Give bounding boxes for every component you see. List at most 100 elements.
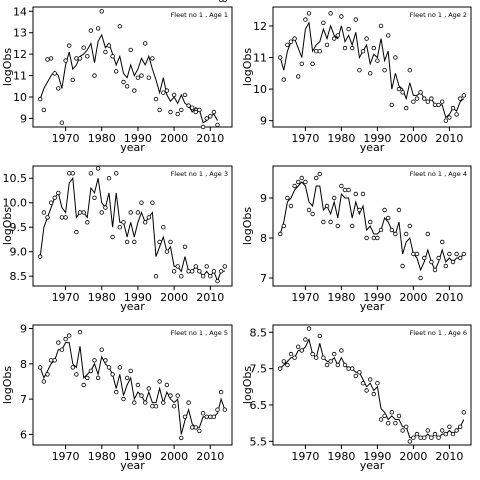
obs-point: [52, 358, 57, 363]
obs-point: [85, 220, 90, 225]
obs-point: [364, 36, 369, 41]
obs-point: [389, 227, 394, 233]
panel-age-1: Fleet no 1 , Age 1 1970 1980 1990 2000 2010 ye…: [1, 0, 233, 154]
obs-point: [179, 107, 184, 113]
obs-point: [458, 96, 463, 101]
obs-point: [432, 102, 438, 108]
y-tick-label: 6.5: [250, 399, 268, 412]
obs-point: [386, 421, 391, 426]
obs-point: [353, 191, 358, 197]
obs-point: [59, 120, 65, 125]
obs-point: [103, 49, 108, 55]
obs-point: [382, 207, 387, 213]
y-tick-label: 10.5: [3, 172, 28, 185]
x-tick-label: 2000: [399, 450, 427, 463]
x-tick-label: 1990: [124, 132, 152, 145]
obs-point: [218, 269, 224, 274]
obs-point: [168, 393, 173, 398]
obs-point: [371, 45, 376, 51]
obs-point: [440, 99, 445, 104]
obs-point: [350, 223, 355, 229]
obs-point: [432, 431, 438, 437]
obs-point: [396, 207, 402, 213]
obs-point: [70, 171, 75, 176]
obs-point: [328, 219, 333, 225]
obs-point: [303, 17, 308, 22]
obs-point: [139, 200, 144, 205]
obs-point: [121, 79, 126, 85]
obs-point: [153, 96, 159, 102]
obs-point: [339, 348, 344, 353]
obs-point: [342, 362, 348, 368]
panel-age-5: Fleet no 1 , Age 5 1970 1980 1990 2000 2010 ye…: [1, 323, 233, 472]
obs-point: [292, 355, 297, 360]
obs-point: [45, 215, 50, 220]
obs-point: [74, 56, 79, 61]
obs-point: [324, 203, 330, 209]
obs-point: [66, 171, 72, 176]
obs-point: [77, 210, 83, 215]
y-tick-label: 12: [13, 48, 27, 61]
obs-point: [193, 425, 198, 430]
y-axis-label: logObs: [241, 48, 254, 86]
obs-point: [197, 107, 202, 113]
panel-age-4: Fleet no 1 , Age 4 1970 1980 1990 2000 2010 ye…: [241, 165, 472, 313]
obs-point: [38, 365, 43, 370]
obs-point: [106, 365, 112, 370]
obs-point: [110, 54, 115, 59]
obs-point: [135, 382, 141, 388]
obs-point: [296, 344, 301, 349]
obs-point: [386, 215, 391, 221]
obs-point: [382, 67, 387, 73]
obs-point: [110, 234, 115, 240]
obs-point: [189, 269, 195, 274]
obs-point: [422, 435, 427, 440]
obs-point: [128, 368, 133, 374]
obs-point: [404, 231, 409, 237]
obs-point: [447, 424, 452, 429]
obs-point: [292, 183, 297, 189]
y-tick-label: 14: [13, 5, 27, 18]
obs-point: [364, 388, 369, 393]
obs-point: [346, 26, 351, 32]
x-tick-label: 2000: [399, 132, 427, 145]
obs-point: [200, 124, 206, 130]
obs-point: [171, 269, 177, 274]
x-tick-label: 1990: [124, 450, 152, 463]
obs-point: [48, 56, 54, 61]
obs-point: [418, 435, 423, 440]
obs-point: [208, 414, 213, 419]
obs-point: [38, 254, 43, 259]
obs-point: [288, 351, 294, 357]
obs-point: [375, 381, 380, 386]
obs-point: [179, 435, 184, 441]
obs-point: [63, 58, 68, 63]
obs-point: [335, 223, 340, 229]
obs-point: [132, 239, 137, 245]
obs-point: [56, 190, 61, 196]
obs-point: [371, 235, 376, 241]
obs-point: [389, 410, 394, 415]
fitted-line: [279, 181, 465, 272]
y-axis-label: logObs: [241, 366, 254, 404]
x-tick-label: 1970: [291, 450, 319, 463]
obs-point: [314, 355, 319, 360]
obs-point: [278, 231, 283, 237]
obs-point: [400, 428, 405, 433]
obs-point: [106, 175, 112, 181]
obs-point: [117, 24, 122, 29]
obs-point: [103, 205, 108, 210]
obs-point: [407, 223, 412, 229]
obs-point: [447, 115, 452, 120]
obs-point: [52, 71, 57, 76]
obs-point: [321, 20, 326, 25]
obs-point: [418, 275, 423, 281]
obs-point: [306, 207, 312, 213]
plot-frame: [272, 324, 472, 446]
obs-point: [411, 99, 416, 104]
obs-point: [66, 333, 72, 338]
obs-point: [146, 215, 151, 220]
plot-frame: [32, 165, 233, 287]
fitted-line: [39, 342, 226, 435]
obs-point: [157, 379, 162, 384]
